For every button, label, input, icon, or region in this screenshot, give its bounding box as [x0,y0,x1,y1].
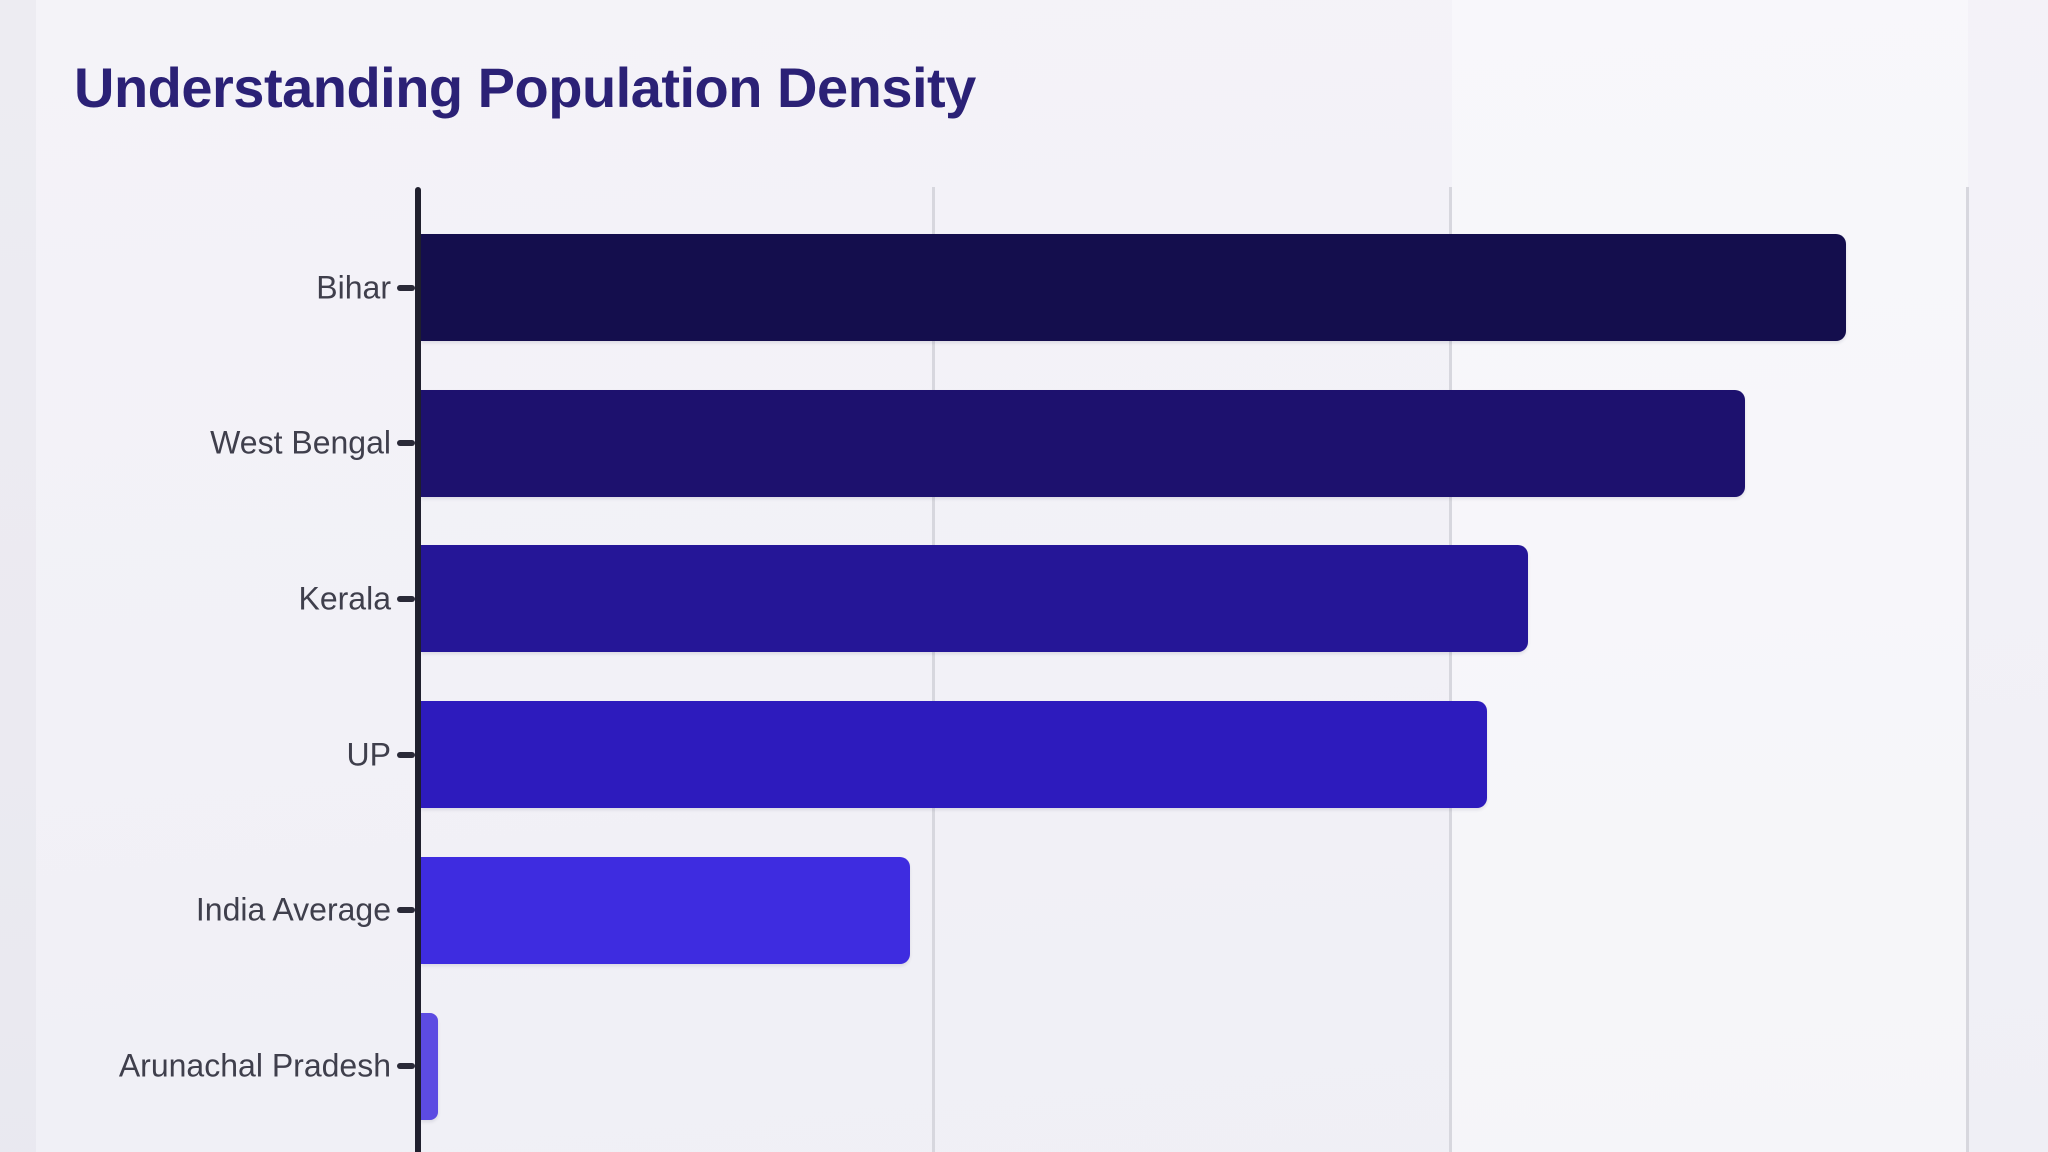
bar-row: UP [0,701,2048,809]
x-gridline [1448,187,1452,1152]
bar [421,234,1846,341]
chart-title: Understanding Population Density [74,56,976,119]
category-label: West Bengal [210,424,391,461]
bar [421,1012,438,1120]
category-label: Arunachal Pradesh [118,1047,391,1084]
bar [421,701,1488,809]
bar-row: West Bengal [0,389,2048,497]
x-gridline [931,187,935,1152]
category-label: UP [346,736,391,773]
axis-tick-mark [397,751,415,758]
bar [421,545,1528,653]
axis-tick-mark [397,284,415,291]
bar [421,389,1745,497]
axis-tick-mark [397,907,415,914]
axis-tick-mark [397,595,415,602]
category-label: Kerala [298,580,392,617]
x-gridline [1965,187,1969,1152]
category-label: Bihar [316,269,391,305]
bar-row: India Average [0,856,2048,964]
bar-row: Kerala [0,545,2048,653]
axis-tick-mark [397,1063,415,1069]
bar-row: Arunachal Pradesh [0,1012,2048,1120]
y-axis-line [415,187,421,1152]
bar-row: Bihar [0,234,2048,341]
bar [421,856,910,964]
category-label: India Average [195,891,391,928]
axis-tick-mark [397,440,415,447]
